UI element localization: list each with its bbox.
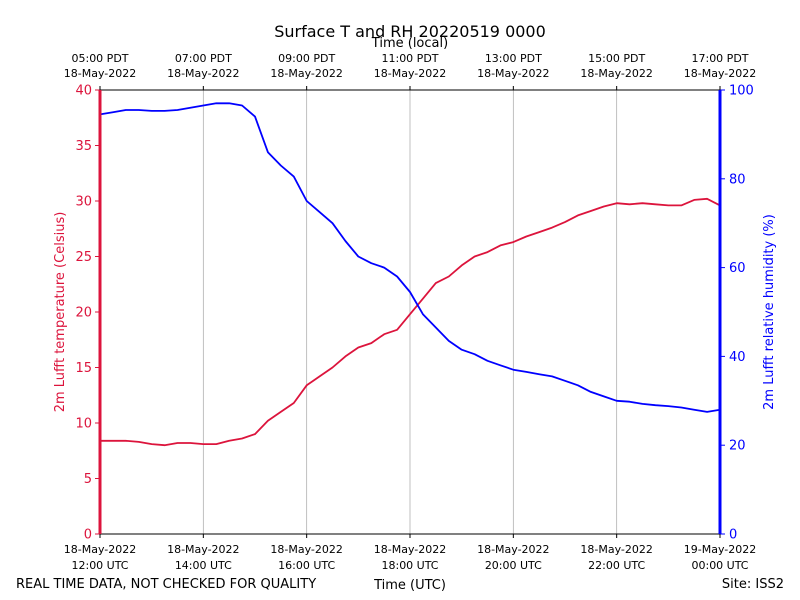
x-axis-label: Time (UTC) — [373, 578, 446, 593]
x-tick-time-bottom: 14:00 UTC — [175, 559, 232, 572]
y-tick-label-left: 35 — [75, 139, 92, 154]
y-tick-label-right: 0 — [729, 528, 737, 543]
y-tick-label-right: 40 — [729, 350, 746, 365]
x-tick-date-top: 18-May-2022 — [64, 67, 136, 80]
temperature-series-line — [100, 197, 721, 447]
humidity-series-line — [99, 102, 721, 413]
top-axis-label: Time (local) — [371, 36, 448, 51]
x-tick-date-top: 18-May-2022 — [580, 67, 652, 80]
y-tick-label-left: 10 — [75, 417, 92, 432]
x-tick-time-top: 11:00 PDT — [381, 52, 438, 65]
x-tick-time-top: 09:00 PDT — [278, 52, 335, 65]
x-tick-date-bottom: 18-May-2022 — [270, 543, 342, 556]
x-tick-date-bottom: 18-May-2022 — [477, 543, 549, 556]
x-tick-time-top: 05:00 PDT — [71, 52, 128, 65]
y-tick-label-left: 5 — [84, 472, 92, 487]
x-tick-date-bottom: 19-May-2022 — [684, 543, 756, 556]
x-tick-date-top: 18-May-2022 — [684, 67, 756, 80]
x-tick-date-bottom: 18-May-2022 — [580, 543, 652, 556]
site-label: Site: ISS2 — [722, 577, 784, 592]
x-tick-date-bottom: 18-May-2022 — [167, 543, 239, 556]
x-tick-date-bottom: 18-May-2022 — [64, 543, 136, 556]
x-tick-date-top: 18-May-2022 — [477, 67, 549, 80]
y-tick-label-right: 100 — [729, 84, 754, 99]
x-tick-time-bottom: 20:00 UTC — [485, 559, 542, 572]
y-tick-label-right: 80 — [729, 172, 746, 187]
x-tick-date-top: 18-May-2022 — [167, 67, 239, 80]
x-tick-time-top: 15:00 PDT — [588, 52, 645, 65]
chart-title: Surface T and RH 20220519 0000 — [274, 22, 546, 41]
y-tick-label-right: 60 — [729, 261, 746, 276]
x-tick-time-bottom: 18:00 UTC — [381, 559, 438, 572]
y-tick-label-left: 0 — [84, 528, 92, 543]
x-tick-time-top: 17:00 PDT — [691, 52, 748, 65]
y-tick-label-left: 40 — [75, 84, 92, 99]
x-tick-time-top: 13:00 PDT — [485, 52, 542, 65]
y-tick-label-left: 15 — [75, 361, 92, 376]
x-tick-time-bottom: 00:00 UTC — [691, 559, 748, 572]
y-tick-label-right: 20 — [729, 439, 746, 454]
x-tick-date-top: 18-May-2022 — [270, 67, 342, 80]
y-axis-label-right: 2m Lufft relative humidity (%) — [762, 214, 777, 410]
x-tick-time-top: 07:00 PDT — [175, 52, 232, 65]
x-tick-time-bottom: 16:00 UTC — [278, 559, 335, 572]
x-tick-date-top: 18-May-2022 — [374, 67, 446, 80]
x-tick-date-bottom: 18-May-2022 — [374, 543, 446, 556]
x-tick-time-bottom: 12:00 UTC — [71, 559, 128, 572]
quality-disclaimer: REAL TIME DATA, NOT CHECKED FOR QUALITY — [16, 577, 316, 592]
y-tick-label-left: 20 — [75, 306, 92, 321]
y-axis-label-left: 2m Lufft temperature (Celsius) — [53, 212, 68, 413]
y-tick-label-left: 25 — [75, 250, 92, 265]
y-tick-label-left: 30 — [75, 195, 92, 210]
x-tick-time-bottom: 22:00 UTC — [588, 559, 645, 572]
